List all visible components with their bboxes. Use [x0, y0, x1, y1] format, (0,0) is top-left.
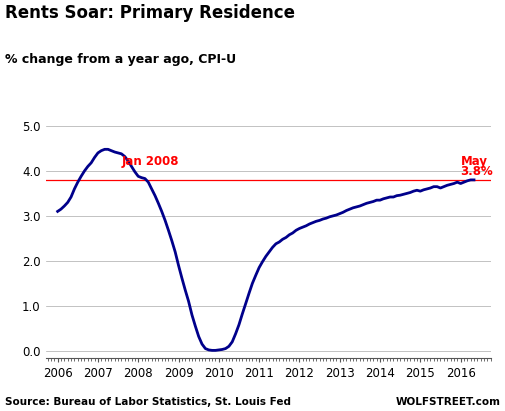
Text: Jan 2008: Jan 2008	[121, 155, 178, 168]
Text: Rents Soar: Primary Residence: Rents Soar: Primary Residence	[5, 4, 294, 22]
Text: 3.8%: 3.8%	[460, 165, 492, 178]
Text: WOLFSTREET.com: WOLFSTREET.com	[395, 397, 500, 407]
Text: May: May	[460, 155, 487, 168]
Text: % change from a year ago, CPI-U: % change from a year ago, CPI-U	[5, 53, 236, 67]
Text: Source: Bureau of Labor Statistics, St. Louis Fed: Source: Bureau of Labor Statistics, St. …	[5, 397, 290, 407]
